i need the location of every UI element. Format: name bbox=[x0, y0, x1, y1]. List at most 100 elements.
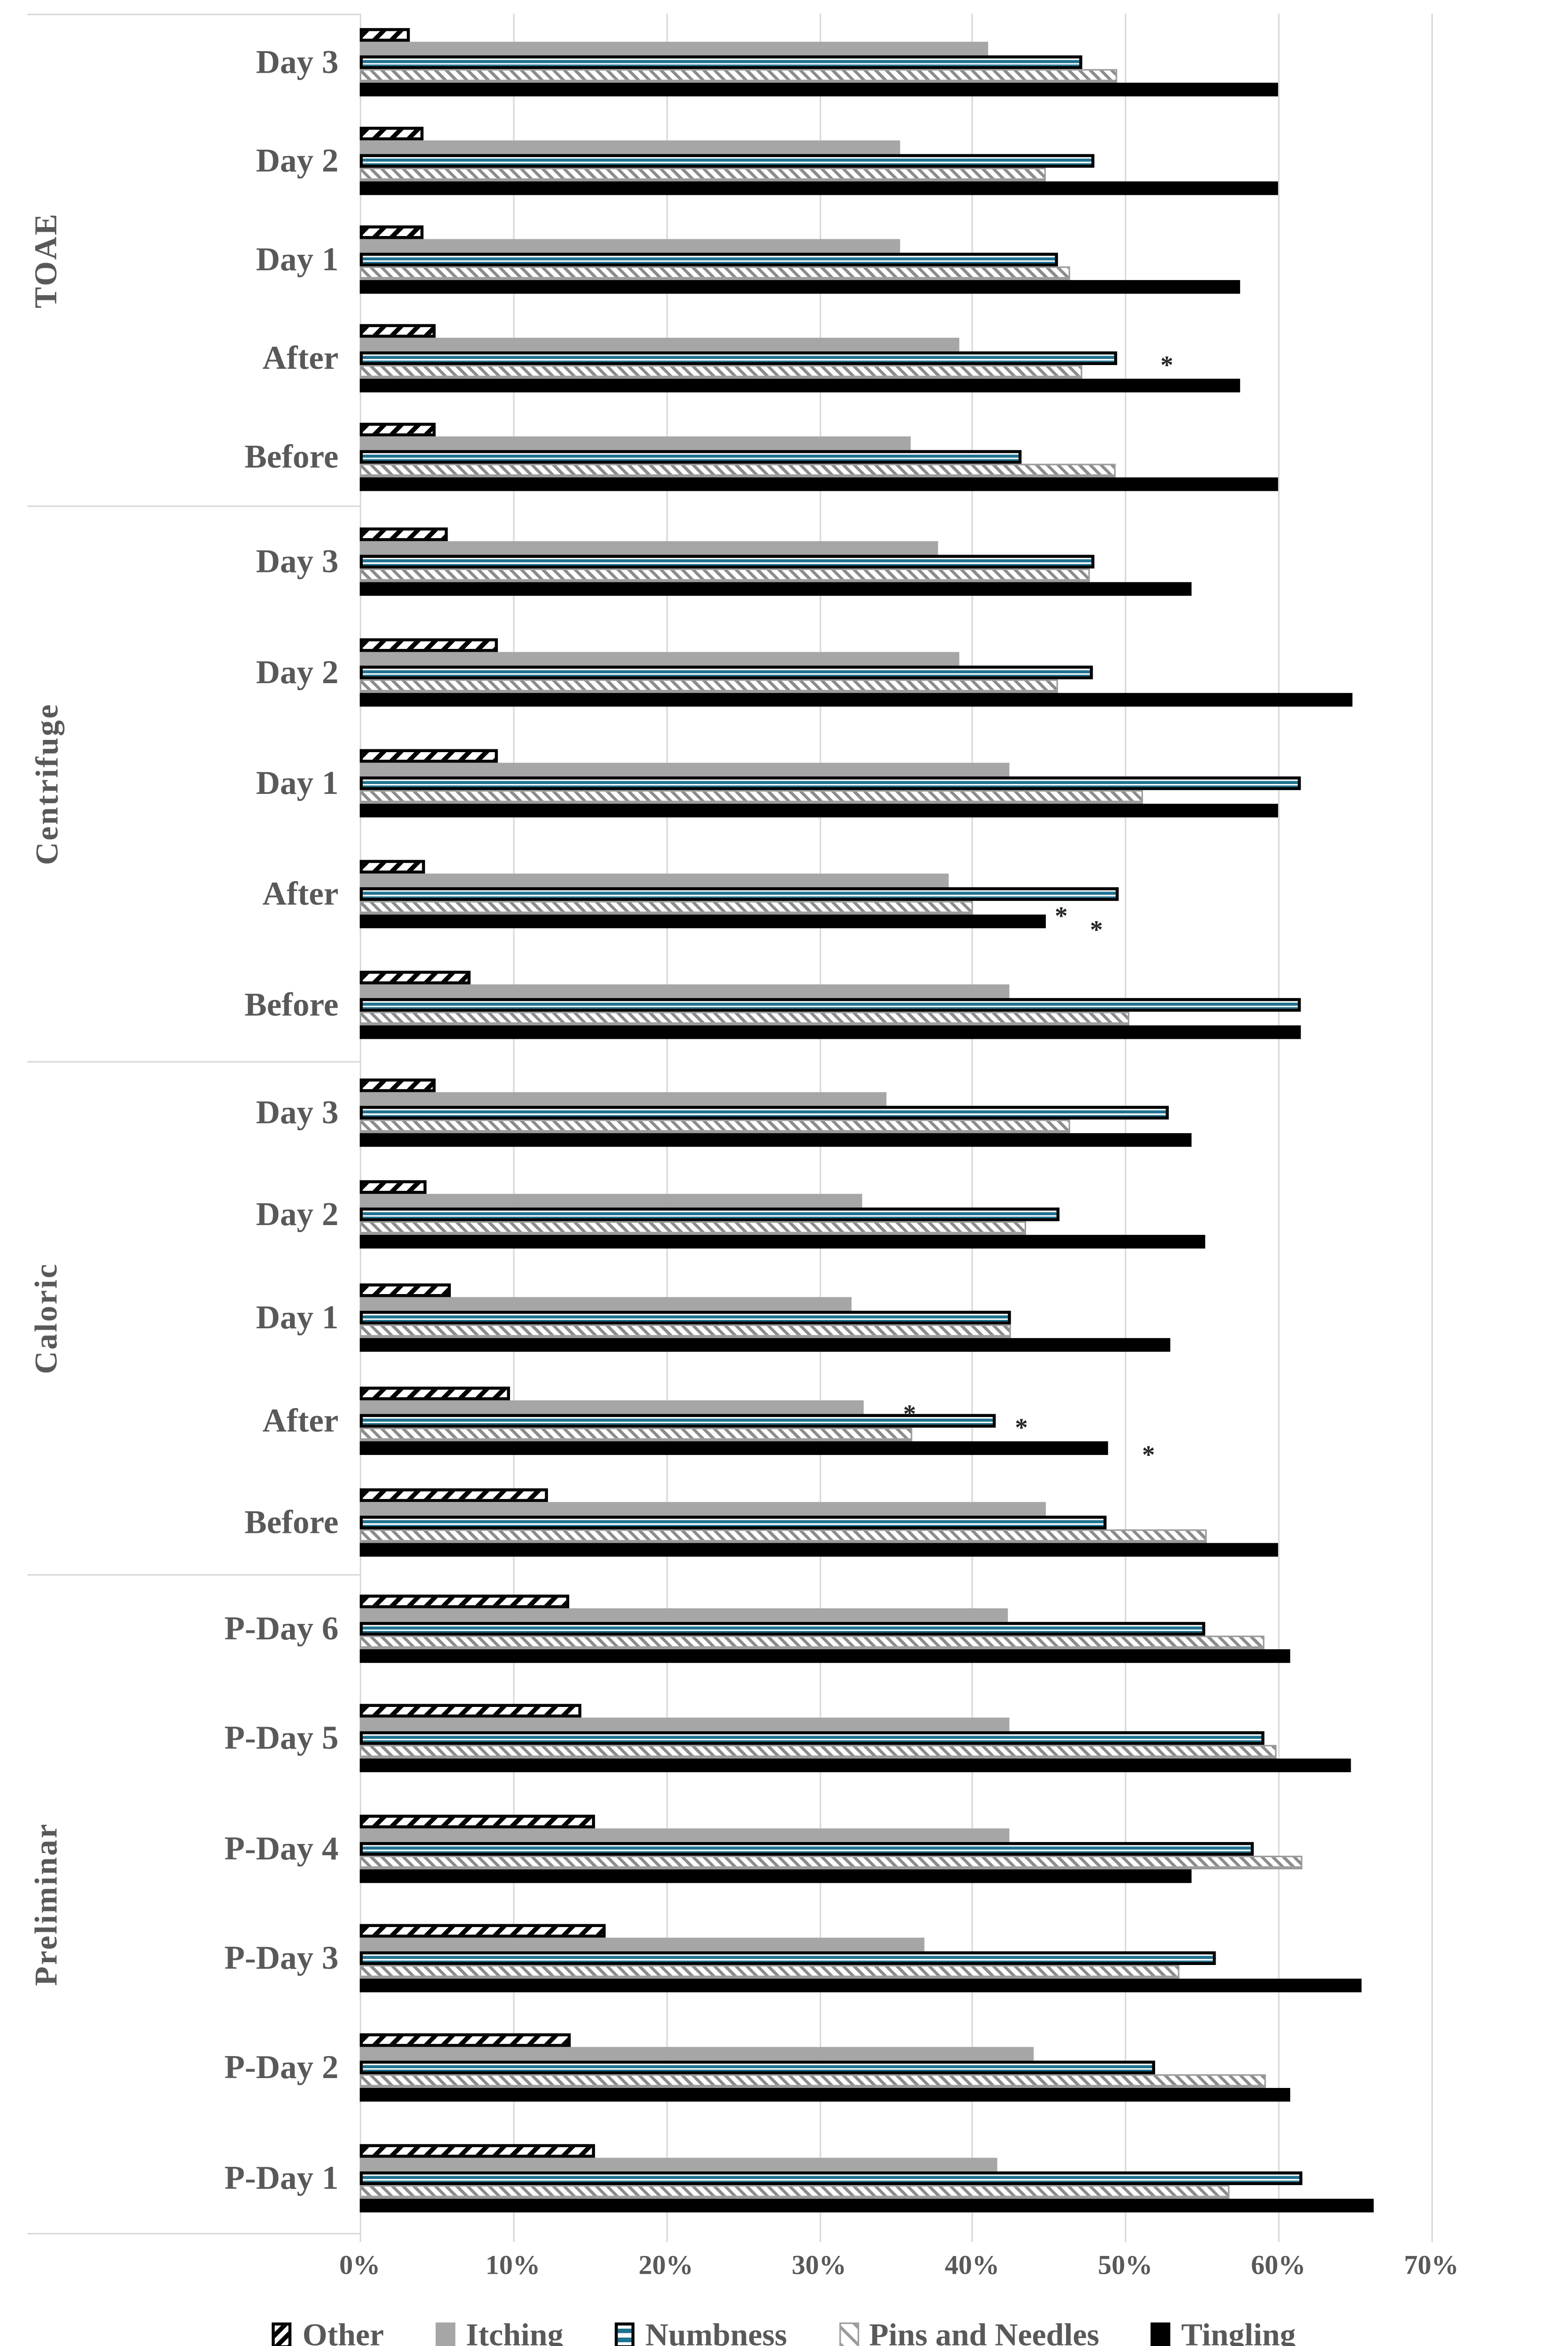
bar-preliminar-p-day-3-other bbox=[359, 1924, 607, 1938]
row-plot-preliminar-p-day-2 bbox=[359, 2013, 1454, 2123]
group-preliminar: Preliminar P-Day 6 P-Day 5 P-Day 4 P-Day 3 P-… bbox=[0, 1574, 1454, 2233]
significance-star-toae-after-numbness: * bbox=[1160, 351, 1173, 380]
bar-centrifuge-day-3-numbness bbox=[359, 554, 1095, 568]
bar-preliminar-p-day-2-numbness bbox=[359, 2061, 1156, 2075]
bar-centrifuge-day-2-pins bbox=[359, 679, 1058, 693]
group-centrifuge: Centrifuge Day 3 Day 2 Day 1 After * * Before bbox=[0, 505, 1454, 1061]
bar-caloric-day-2-other bbox=[359, 1181, 427, 1195]
group-label-caloric: Caloric bbox=[28, 1262, 65, 1374]
row-plot-toae-before bbox=[359, 407, 1454, 506]
bar-preliminar-p-day-2-other bbox=[359, 2034, 571, 2048]
bar-caloric-day-3-other bbox=[359, 1078, 436, 1092]
x-tick-label-30pct: 30% bbox=[792, 2249, 846, 2280]
row-label-caloric-before: Before bbox=[244, 1503, 339, 1541]
significance-star-centrifuge-after-tingling: * bbox=[1090, 914, 1103, 944]
bar-preliminar-p-day-6-pins bbox=[359, 1636, 1265, 1650]
bar-caloric-day-3-tingling bbox=[359, 1133, 1191, 1147]
bar-toae-day-2-pins bbox=[359, 168, 1046, 182]
legend-label-other: Other bbox=[302, 2316, 384, 2346]
bar-centrifuge-day-1-tingling bbox=[359, 804, 1279, 818]
row-caloric-day-2: Day 2 bbox=[94, 1164, 1454, 1266]
row-toae-after: After * bbox=[94, 309, 1454, 407]
bar-caloric-after-itching bbox=[359, 1400, 864, 1414]
row-plot-preliminar-p-day-3 bbox=[359, 1904, 1454, 2013]
row-label-caloric-after: After bbox=[262, 1400, 339, 1439]
row-label-caloric-day-3: Day 3 bbox=[256, 1092, 339, 1131]
bar-centrifuge-day-3-pins bbox=[359, 568, 1090, 582]
row-label-centrifuge-before: Before bbox=[244, 985, 339, 1024]
bar-toae-before-other bbox=[359, 422, 436, 436]
row-plot-preliminar-p-day-4 bbox=[359, 1794, 1454, 1904]
row-label-preliminar-p-day-2: P-Day 2 bbox=[224, 2048, 339, 2087]
legend-swatch-pins-icon bbox=[838, 2322, 859, 2346]
bar-caloric-day-3-itching bbox=[359, 1092, 887, 1106]
row-label-centrifuge-day-1: Day 1 bbox=[256, 763, 339, 802]
bar-caloric-day-3-numbness bbox=[359, 1105, 1168, 1120]
label-column-separator-2 bbox=[27, 1061, 360, 1063]
legend-item-pins: Pins and Needles bbox=[838, 2316, 1099, 2346]
bar-toae-after-itching bbox=[359, 337, 960, 351]
bar-preliminar-p-day-4-itching bbox=[359, 1828, 1009, 1842]
plot-groups: TOAE Day 3 Day 2 Day 1 After * Before Centrifug… bbox=[0, 14, 1454, 2233]
bar-toae-day-1-itching bbox=[359, 239, 900, 253]
bar-toae-day-1-tingling bbox=[359, 280, 1240, 294]
x-tick-label-60pct: 60% bbox=[1251, 2249, 1306, 2280]
bar-toae-day-2-numbness bbox=[359, 154, 1095, 168]
bar-toae-day-3-numbness bbox=[359, 56, 1082, 70]
bar-centrifuge-after-pins bbox=[359, 901, 974, 915]
bar-centrifuge-before-pins bbox=[359, 1012, 1130, 1026]
row-centrifuge-day-1: Day 1 bbox=[94, 728, 1454, 839]
bar-preliminar-p-day-1-pins bbox=[359, 2185, 1230, 2199]
bar-preliminar-p-day-1-numbness bbox=[359, 2171, 1303, 2185]
bar-caloric-after-numbness bbox=[359, 1413, 995, 1427]
bar-caloric-day-2-pins bbox=[359, 1221, 1026, 1236]
row-label-caloric-day-2: Day 2 bbox=[256, 1195, 339, 1234]
x-tick-label-40pct: 40% bbox=[944, 2249, 1000, 2280]
row-plot-toae-day-3 bbox=[359, 14, 1454, 112]
bar-centrifuge-after-itching bbox=[359, 874, 949, 888]
row-label-preliminar-p-day-1: P-Day 1 bbox=[224, 2158, 339, 2196]
bar-toae-day-1-pins bbox=[359, 266, 1070, 280]
bar-caloric-before-other bbox=[359, 1488, 548, 1502]
group-label-cell-toae: TOAE bbox=[0, 14, 94, 505]
row-centrifuge-day-3: Day 3 bbox=[94, 505, 1454, 617]
bar-preliminar-p-day-5-numbness bbox=[359, 1732, 1265, 1746]
bar-toae-after-numbness bbox=[359, 351, 1118, 365]
label-column-separator-1 bbox=[27, 505, 360, 507]
bar-caloric-day-1-itching bbox=[359, 1297, 852, 1311]
bar-caloric-after-tingling bbox=[359, 1440, 1109, 1455]
bar-centrifuge-day-2-other bbox=[359, 638, 498, 652]
row-plot-caloric-day-2 bbox=[359, 1164, 1454, 1266]
legend-label-pins: Pins and Needles bbox=[869, 2316, 1099, 2346]
bar-preliminar-p-day-1-other bbox=[359, 2144, 596, 2158]
significance-star-caloric-after-tingling: * bbox=[1142, 1440, 1155, 1470]
legend-label-tingling: Tingling bbox=[1181, 2316, 1296, 2346]
row-label-toae-after: After bbox=[262, 338, 339, 376]
row-label-caloric-day-1: Day 1 bbox=[256, 1298, 339, 1336]
bar-preliminar-p-day-4-pins bbox=[359, 1855, 1303, 1869]
bar-preliminar-p-day-5-tingling bbox=[359, 1759, 1350, 1773]
legend-item-other: Other bbox=[272, 2316, 384, 2346]
row-plot-centrifuge-day-3 bbox=[359, 505, 1454, 617]
legend-item-tingling: Tingling bbox=[1150, 2316, 1296, 2346]
row-plot-caloric-before bbox=[359, 1471, 1454, 1574]
bar-caloric-day-1-numbness bbox=[359, 1310, 1011, 1325]
x-tick-label-10pct: 10% bbox=[485, 2249, 540, 2280]
bar-toae-after-other bbox=[359, 324, 436, 338]
bar-caloric-before-pins bbox=[359, 1530, 1207, 1544]
bar-caloric-before-tingling bbox=[359, 1543, 1279, 1557]
bar-preliminar-p-day-3-itching bbox=[359, 1938, 925, 1952]
bar-preliminar-p-day-5-pins bbox=[359, 1745, 1277, 1760]
bar-preliminar-p-day-3-numbness bbox=[359, 1951, 1216, 1965]
group-label-cell-centrifuge: Centrifuge bbox=[0, 505, 94, 1061]
bar-centrifuge-day-3-tingling bbox=[359, 581, 1191, 595]
bar-centrifuge-day-1-other bbox=[359, 749, 498, 763]
bar-preliminar-p-day-2-itching bbox=[359, 2048, 1034, 2062]
group-label-cell-preliminar: Preliminar bbox=[0, 1574, 94, 2233]
group-toae: TOAE Day 3 Day 2 Day 1 After * Before bbox=[0, 14, 1454, 505]
label-column-separator-3 bbox=[27, 1574, 360, 1576]
bar-centrifuge-day-1-numbness bbox=[359, 776, 1302, 790]
bar-toae-day-1-numbness bbox=[359, 252, 1058, 267]
x-axis: 0% 10% 20% 30% 40% 50% 60% 70% bbox=[0, 2250, 1568, 2286]
